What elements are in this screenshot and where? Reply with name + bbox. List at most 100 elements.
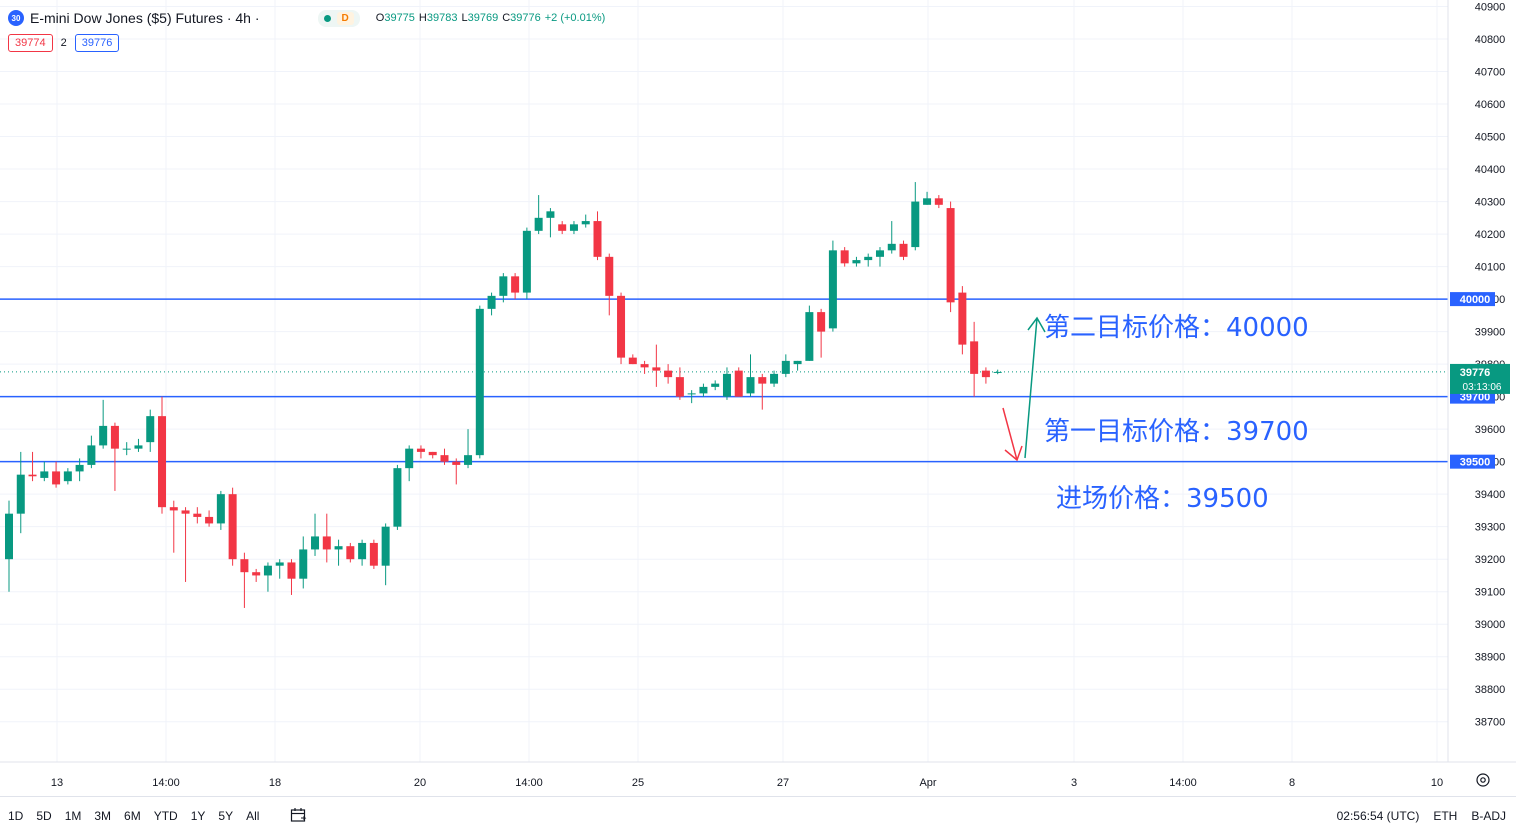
- settings-gear-icon[interactable]: [1474, 771, 1492, 789]
- candle: [734, 367, 743, 397]
- candle-body: [228, 494, 237, 560]
- candle-body: [216, 494, 225, 524]
- candle: [52, 461, 61, 488]
- candle: [923, 191, 932, 205]
- ohlc-values: O39775 H39783 L39769 C39776 +2 (+0.01%): [376, 12, 606, 24]
- candle: [369, 539, 378, 569]
- price-tick-label: 39600: [1475, 424, 1506, 436]
- candle-body: [534, 217, 543, 231]
- go-to-date-calendar-icon[interactable]: [290, 807, 308, 823]
- candle-body: [781, 360, 790, 374]
- candle-body: [770, 373, 779, 384]
- time-tick-label: 18: [269, 777, 281, 789]
- candle-body: [252, 572, 261, 576]
- candle: [252, 568, 261, 582]
- candle-body: [428, 451, 437, 456]
- candle-body: [63, 471, 72, 482]
- buy-button[interactable]: 39776: [74, 34, 120, 52]
- time-tick-label: 14:00: [152, 777, 180, 789]
- range-button-all[interactable]: All: [246, 809, 260, 823]
- candles: [5, 182, 1002, 608]
- candle-body: [734, 370, 743, 397]
- price-line-label: 39500: [1460, 457, 1491, 469]
- candle-body: [28, 474, 37, 477]
- price-line-label: 40000: [1460, 294, 1491, 306]
- candle-body: [558, 224, 567, 231]
- symbol-title[interactable]: E-mini Dow Jones ($5) Futures · 4h ·: [30, 10, 260, 26]
- up-arrow-icon: [1024, 316, 1046, 459]
- candle: [817, 308, 826, 358]
- candle-body: [652, 367, 661, 371]
- bottom-toolbar: 1D 5D 1M 3M 6M YTD 1Y 5Y All 02:56:54 (UTC) ETH …: [0, 796, 1516, 836]
- candle-body: [158, 416, 167, 508]
- annotation-arrows: [1002, 316, 1046, 462]
- range-button-1y[interactable]: 1Y: [190, 809, 206, 823]
- candle: [122, 442, 131, 456]
- range-button-5d[interactable]: 5D: [36, 809, 52, 823]
- candle: [605, 253, 614, 316]
- price-tick-label: 39900: [1475, 327, 1506, 339]
- candle-body: [40, 471, 49, 478]
- candle-body: [875, 250, 884, 257]
- candle-body: [617, 295, 626, 358]
- candle-body: [299, 549, 308, 579]
- time-axis[interactable]: 13 14:00 18 20 14:00 25 27 Apr 3 14:00 8 10: [0, 761, 1516, 796]
- range-button-1d[interactable]: 1D: [8, 809, 24, 823]
- sell-button[interactable]: 39774: [8, 34, 53, 52]
- candle: [464, 429, 473, 469]
- candle-body: [369, 542, 378, 566]
- candle-body: [193, 513, 202, 517]
- candle: [864, 253, 873, 267]
- candle-body: [793, 360, 802, 365]
- range-button-1m[interactable]: 1M: [64, 809, 82, 823]
- candle: [722, 367, 731, 400]
- close-label: C: [502, 12, 511, 24]
- range-button-3m[interactable]: 3M: [94, 809, 112, 823]
- market-status[interactable]: D: [317, 9, 360, 27]
- candle-body: [911, 201, 920, 248]
- range-button-ytd[interactable]: YTD: [153, 809, 178, 823]
- candle-body: [993, 371, 1002, 373]
- candle: [405, 445, 414, 482]
- candle: [875, 247, 884, 267]
- annotation-target1: 第一目标价格：39700: [1044, 417, 1309, 447]
- candle-body: [546, 211, 555, 218]
- candle-body: [746, 377, 755, 394]
- candle-body: [687, 393, 696, 395]
- range-button-6m[interactable]: 6M: [124, 809, 141, 823]
- adjustment-toggle[interactable]: B-ADJ: [1471, 809, 1506, 823]
- last-price-label-bg: [1450, 363, 1510, 394]
- candle-body: [169, 507, 178, 511]
- candle: [970, 321, 979, 397]
- candle: [852, 256, 861, 267]
- candle: [828, 240, 837, 332]
- candle: [311, 513, 320, 556]
- candle: [981, 367, 990, 384]
- annotation-texts: 第二目标价格：40000 第一目标价格：39700 进场价格：39500: [1044, 313, 1309, 514]
- candle: [581, 214, 590, 228]
- candle: [428, 451, 437, 459]
- candle: [346, 542, 355, 563]
- candle: [299, 536, 308, 589]
- candle-body: [464, 455, 473, 465]
- candle-body: [263, 565, 272, 576]
- candle: [110, 422, 119, 491]
- candle-body: [511, 276, 520, 293]
- price-tick-label: 40700: [1475, 67, 1506, 79]
- candle-body: [970, 341, 979, 374]
- price-line-label: 39700: [1460, 392, 1491, 404]
- symbol-badge[interactable]: 30: [8, 10, 24, 26]
- utc-clock[interactable]: 02:56:54 (UTC): [1336, 809, 1420, 823]
- candle-body: [852, 260, 861, 264]
- candle-body: [134, 445, 143, 449]
- range-button-5y[interactable]: 5Y: [218, 809, 234, 823]
- candle-body: [358, 542, 367, 560]
- candle: [263, 562, 272, 592]
- candle-body: [440, 455, 449, 462]
- candle-body: [923, 198, 932, 205]
- candle-body: [381, 526, 390, 566]
- candle: [487, 292, 496, 316]
- bar-countdown: 03:13:06: [1463, 382, 1502, 393]
- session-toggle[interactable]: ETH: [1433, 809, 1458, 823]
